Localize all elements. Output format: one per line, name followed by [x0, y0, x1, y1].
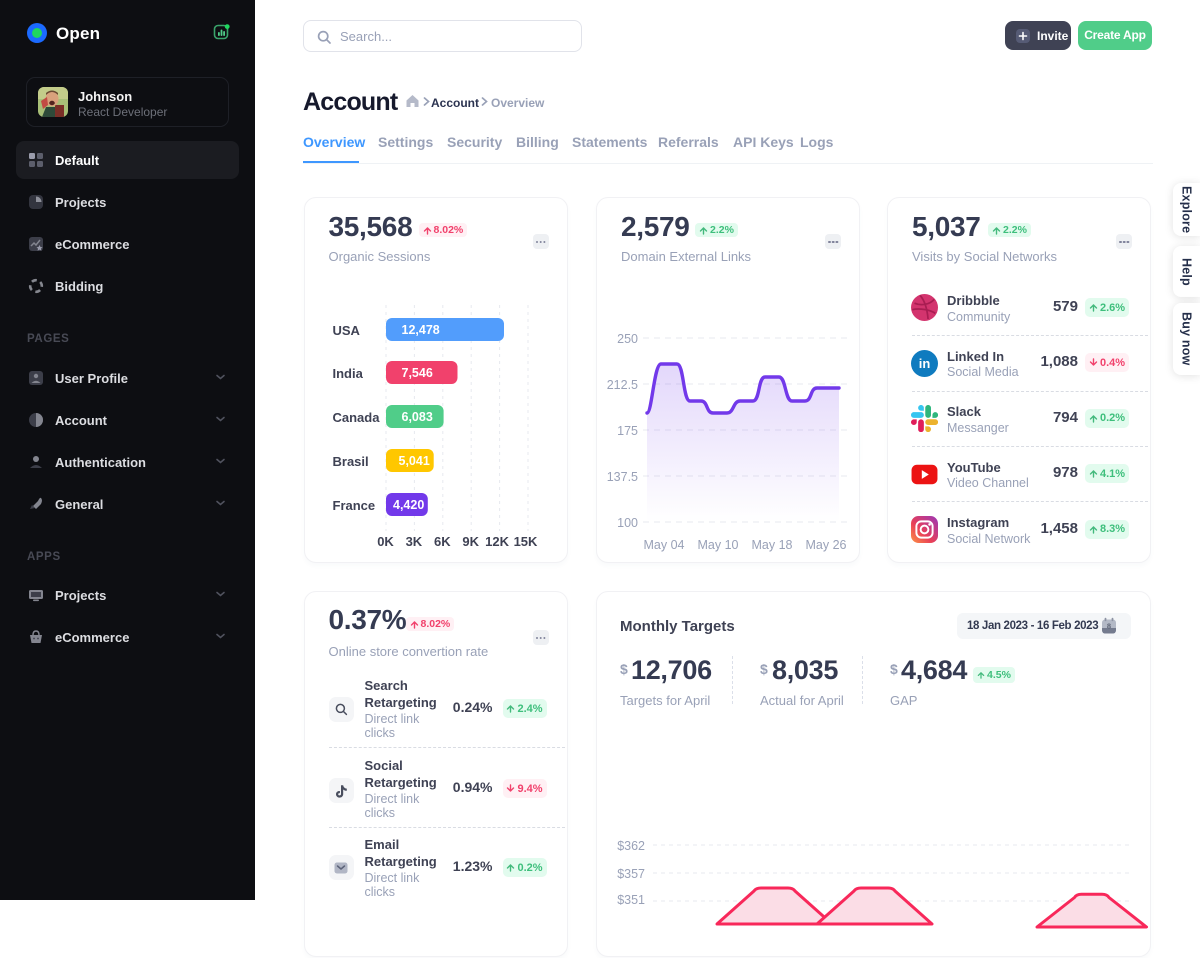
svg-text:in: in	[919, 356, 931, 371]
svg-text:8: 8	[1107, 621, 1111, 630]
